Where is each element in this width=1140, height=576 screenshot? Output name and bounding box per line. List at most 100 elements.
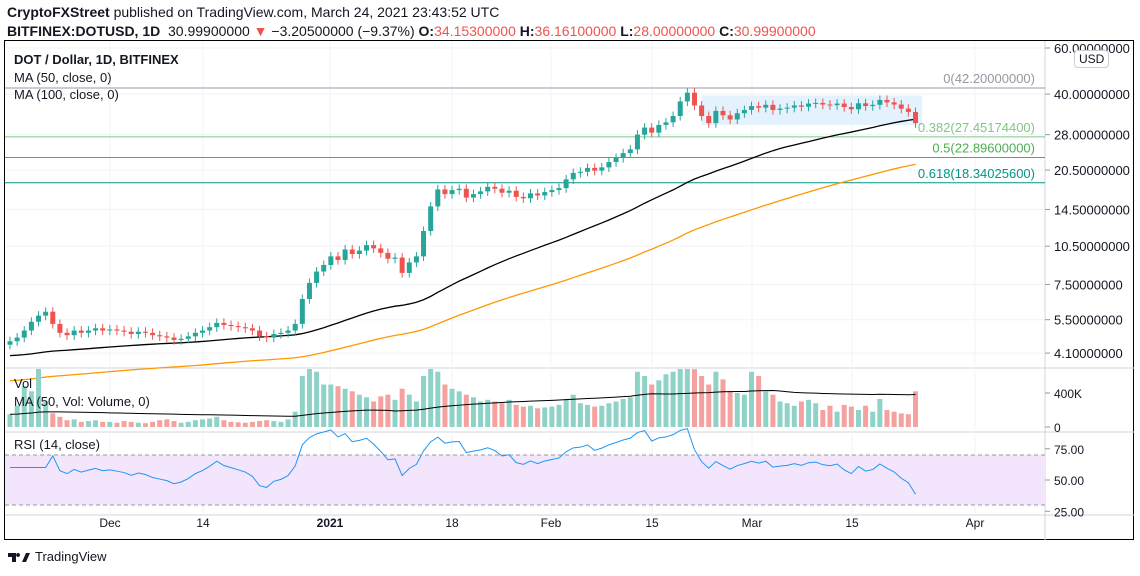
volume-bar [78, 421, 84, 427]
candle [556, 188, 562, 191]
volume-bar [299, 376, 305, 427]
candle [456, 188, 462, 191]
candle [21, 330, 27, 338]
candle [257, 330, 263, 337]
candle [413, 256, 419, 263]
candle [749, 106, 755, 110]
candle [820, 102, 826, 105]
candle [499, 188, 505, 193]
o-label: O: [418, 23, 435, 39]
rsi-label: 50.00 [1054, 474, 1084, 488]
volume-bar [813, 403, 819, 427]
volume-bar [470, 397, 476, 427]
currency-button[interactable]: USD [1074, 50, 1110, 68]
volume-bar [656, 380, 662, 427]
candle [905, 108, 911, 112]
candle [249, 328, 255, 331]
volume-bar [392, 399, 398, 427]
candle [613, 158, 619, 163]
candle [185, 336, 191, 339]
candle [827, 104, 833, 106]
candle [898, 104, 904, 109]
volume-bar [100, 421, 106, 427]
ma100-line [9, 163, 916, 382]
volume-bar [520, 406, 526, 427]
candle [863, 103, 869, 107]
volume-bar [399, 388, 405, 427]
candle [527, 193, 533, 199]
candle [114, 329, 120, 331]
rsi-line [10, 427, 916, 495]
volume-bar [606, 403, 612, 427]
legend-rsi[interactable]: RSI (14, close) [14, 437, 100, 452]
candle [78, 330, 84, 333]
volume-bar [898, 413, 904, 427]
volume-bar [677, 369, 683, 427]
legend-vol-ma[interactable]: MA (50, Vol: Volume, 0) [14, 394, 150, 409]
publisher[interactable]: CryptoFXStreet [7, 4, 110, 20]
volume-bar [527, 405, 533, 427]
volume-bar [264, 420, 270, 427]
candle [356, 250, 362, 255]
legend-ma50[interactable]: MA (50, close, 0) [14, 70, 112, 85]
candle [192, 332, 198, 337]
candle [634, 134, 640, 150]
volume-bar [121, 421, 127, 427]
fib-label: 0.618(18.34025600) [918, 166, 1035, 181]
volume-bar [85, 421, 91, 427]
candle [535, 193, 541, 196]
candle [763, 104, 769, 108]
candle [577, 171, 583, 173]
volume-bar [228, 421, 234, 427]
candle [85, 330, 91, 333]
candle [734, 113, 740, 120]
candle [884, 99, 890, 103]
candle [663, 122, 669, 125]
volume-bar [592, 406, 598, 427]
candle [264, 336, 270, 338]
volume-bar [577, 403, 583, 427]
candle [371, 245, 377, 249]
volume-bar [207, 418, 213, 427]
chart-frame[interactable] [4, 40, 1134, 540]
candle [342, 249, 348, 260]
volume-bar [306, 369, 312, 427]
candle [891, 102, 897, 105]
time-label: Apr [966, 516, 985, 530]
high: 36.16100000 [534, 23, 617, 39]
candle [870, 104, 876, 107]
candle [64, 332, 70, 336]
volume-bar [185, 421, 191, 427]
legend-vol[interactable]: Vol [14, 376, 33, 391]
volume-bar [413, 401, 419, 427]
candle [164, 336, 170, 338]
candle [756, 106, 762, 108]
candle [806, 103, 812, 107]
low: 28.00000000 [633, 23, 716, 39]
candle [285, 330, 291, 333]
volume-bar [235, 422, 241, 427]
volume-bar [599, 405, 605, 427]
candle [642, 127, 648, 135]
publish-text: published on TradingView.com, March 24, … [109, 4, 500, 20]
candle [157, 335, 163, 337]
volume-bar [421, 376, 427, 427]
candle [314, 271, 320, 283]
volume-label: 0 [1054, 421, 1061, 435]
volume-bar [549, 406, 555, 427]
volume-bar [855, 410, 861, 427]
volume-bar [863, 405, 869, 427]
volume-bar [913, 391, 919, 427]
volume-bar [877, 398, 883, 427]
volume-bar [135, 422, 141, 427]
volume-bar [328, 384, 334, 427]
legend-ma100[interactable]: MA (100, close, 0) [14, 87, 119, 102]
tradingview-logo[interactable]: TradingView [8, 549, 107, 564]
volume-bar [142, 423, 148, 427]
volume-bar [699, 376, 705, 427]
price-label: 28.00000000 [1054, 128, 1130, 143]
candle [449, 190, 455, 195]
volume-bar [620, 398, 626, 427]
volume-bar [649, 384, 655, 427]
